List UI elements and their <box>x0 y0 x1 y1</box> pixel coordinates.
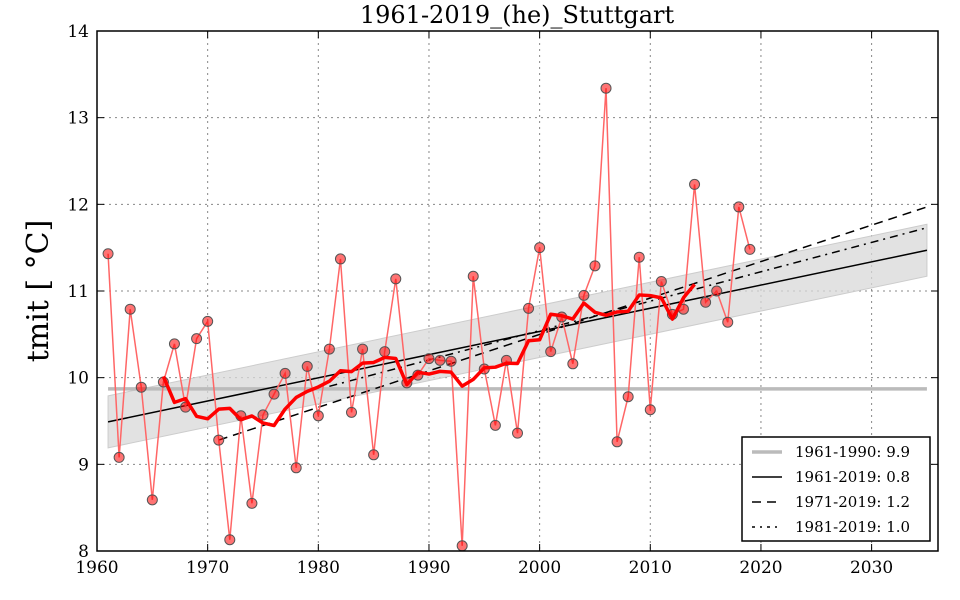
data-point <box>611 436 623 448</box>
data-point <box>323 343 335 355</box>
x-tick-label: 2030 <box>850 558 893 578</box>
x-tick-label: 1980 <box>297 558 340 578</box>
y-axis-label: tmit [ °C] <box>21 220 56 363</box>
data-point <box>644 404 656 416</box>
legend-box <box>741 436 931 542</box>
data-point <box>135 381 147 393</box>
x-tick-label: 1990 <box>407 558 450 578</box>
legend-label: 1971-2019: 1.2 <box>795 493 910 511</box>
data-point <box>733 201 745 213</box>
x-tick-label: 2000 <box>518 558 561 578</box>
trend-line-dashed <box>218 206 928 441</box>
data-point <box>633 251 645 263</box>
data-point <box>290 462 302 474</box>
x-tick-label: 2010 <box>629 558 672 578</box>
y-tick-label: 11 <box>67 282 89 302</box>
data-point <box>445 355 457 367</box>
y-tick-label: 14 <box>67 22 89 42</box>
data-point <box>279 367 291 379</box>
legend-label: 1981-2019: 1.0 <box>795 518 910 536</box>
data-point <box>589 260 601 272</box>
data-point <box>191 333 203 345</box>
legend: 1961-1990: 9.9 1961-2019: 0.8 1971-2019: 1… <box>741 436 931 542</box>
data-point <box>224 534 236 546</box>
data-point <box>368 449 380 461</box>
data-point <box>523 302 535 314</box>
data-point <box>456 540 468 552</box>
data-point <box>346 406 358 418</box>
y-tick-label: 10 <box>67 369 89 389</box>
data-point <box>722 316 734 328</box>
y-tick-label: 12 <box>67 195 89 215</box>
legend-label: 1961-2019: 0.8 <box>795 468 910 486</box>
data-point <box>423 353 435 365</box>
data-point <box>744 243 756 255</box>
data-point <box>489 419 501 431</box>
data-point <box>124 303 136 315</box>
running-mean <box>161 283 696 428</box>
data-point <box>600 82 612 94</box>
data-point <box>700 296 712 308</box>
x-tick-label: 1960 <box>75 558 118 578</box>
data-point <box>545 346 557 358</box>
data-point <box>689 178 701 190</box>
data-point <box>534 242 546 254</box>
data-point <box>578 289 590 301</box>
chart-title: 1961-2019_(he)_Stuttgart <box>360 1 675 29</box>
x-tick-label: 1970 <box>186 558 229 578</box>
data-point <box>567 358 579 370</box>
data-point <box>202 315 214 327</box>
running-mean-line <box>161 283 696 428</box>
data-point <box>334 253 346 265</box>
data-point <box>434 354 446 366</box>
data-point <box>467 270 479 282</box>
data-point <box>246 497 258 509</box>
data-point <box>512 427 523 439</box>
data-point <box>622 391 634 403</box>
data-point <box>213 434 225 446</box>
data-point <box>102 248 114 260</box>
data-point <box>312 410 324 422</box>
data-point <box>257 409 269 421</box>
data-point <box>357 343 369 355</box>
data-point <box>301 360 313 372</box>
data-point <box>379 346 391 358</box>
x-tick-label: 2020 <box>739 558 782 578</box>
data-point <box>268 388 280 400</box>
y-tick-label: 13 <box>67 109 89 129</box>
data-point <box>146 494 158 506</box>
data-point <box>711 285 723 297</box>
axis-ticks: 1960 1970 1980 1990 2000 2010 2020 2030 8 9 10 11 12… <box>67 22 938 578</box>
data-point <box>168 338 180 350</box>
data-point <box>655 275 667 287</box>
y-tick-label: 8 <box>78 542 89 562</box>
legend-label: 1961-1990: 9.9 <box>795 443 910 461</box>
data-point <box>390 273 402 285</box>
data-point <box>113 451 125 463</box>
y-tick-label: 9 <box>78 455 89 475</box>
